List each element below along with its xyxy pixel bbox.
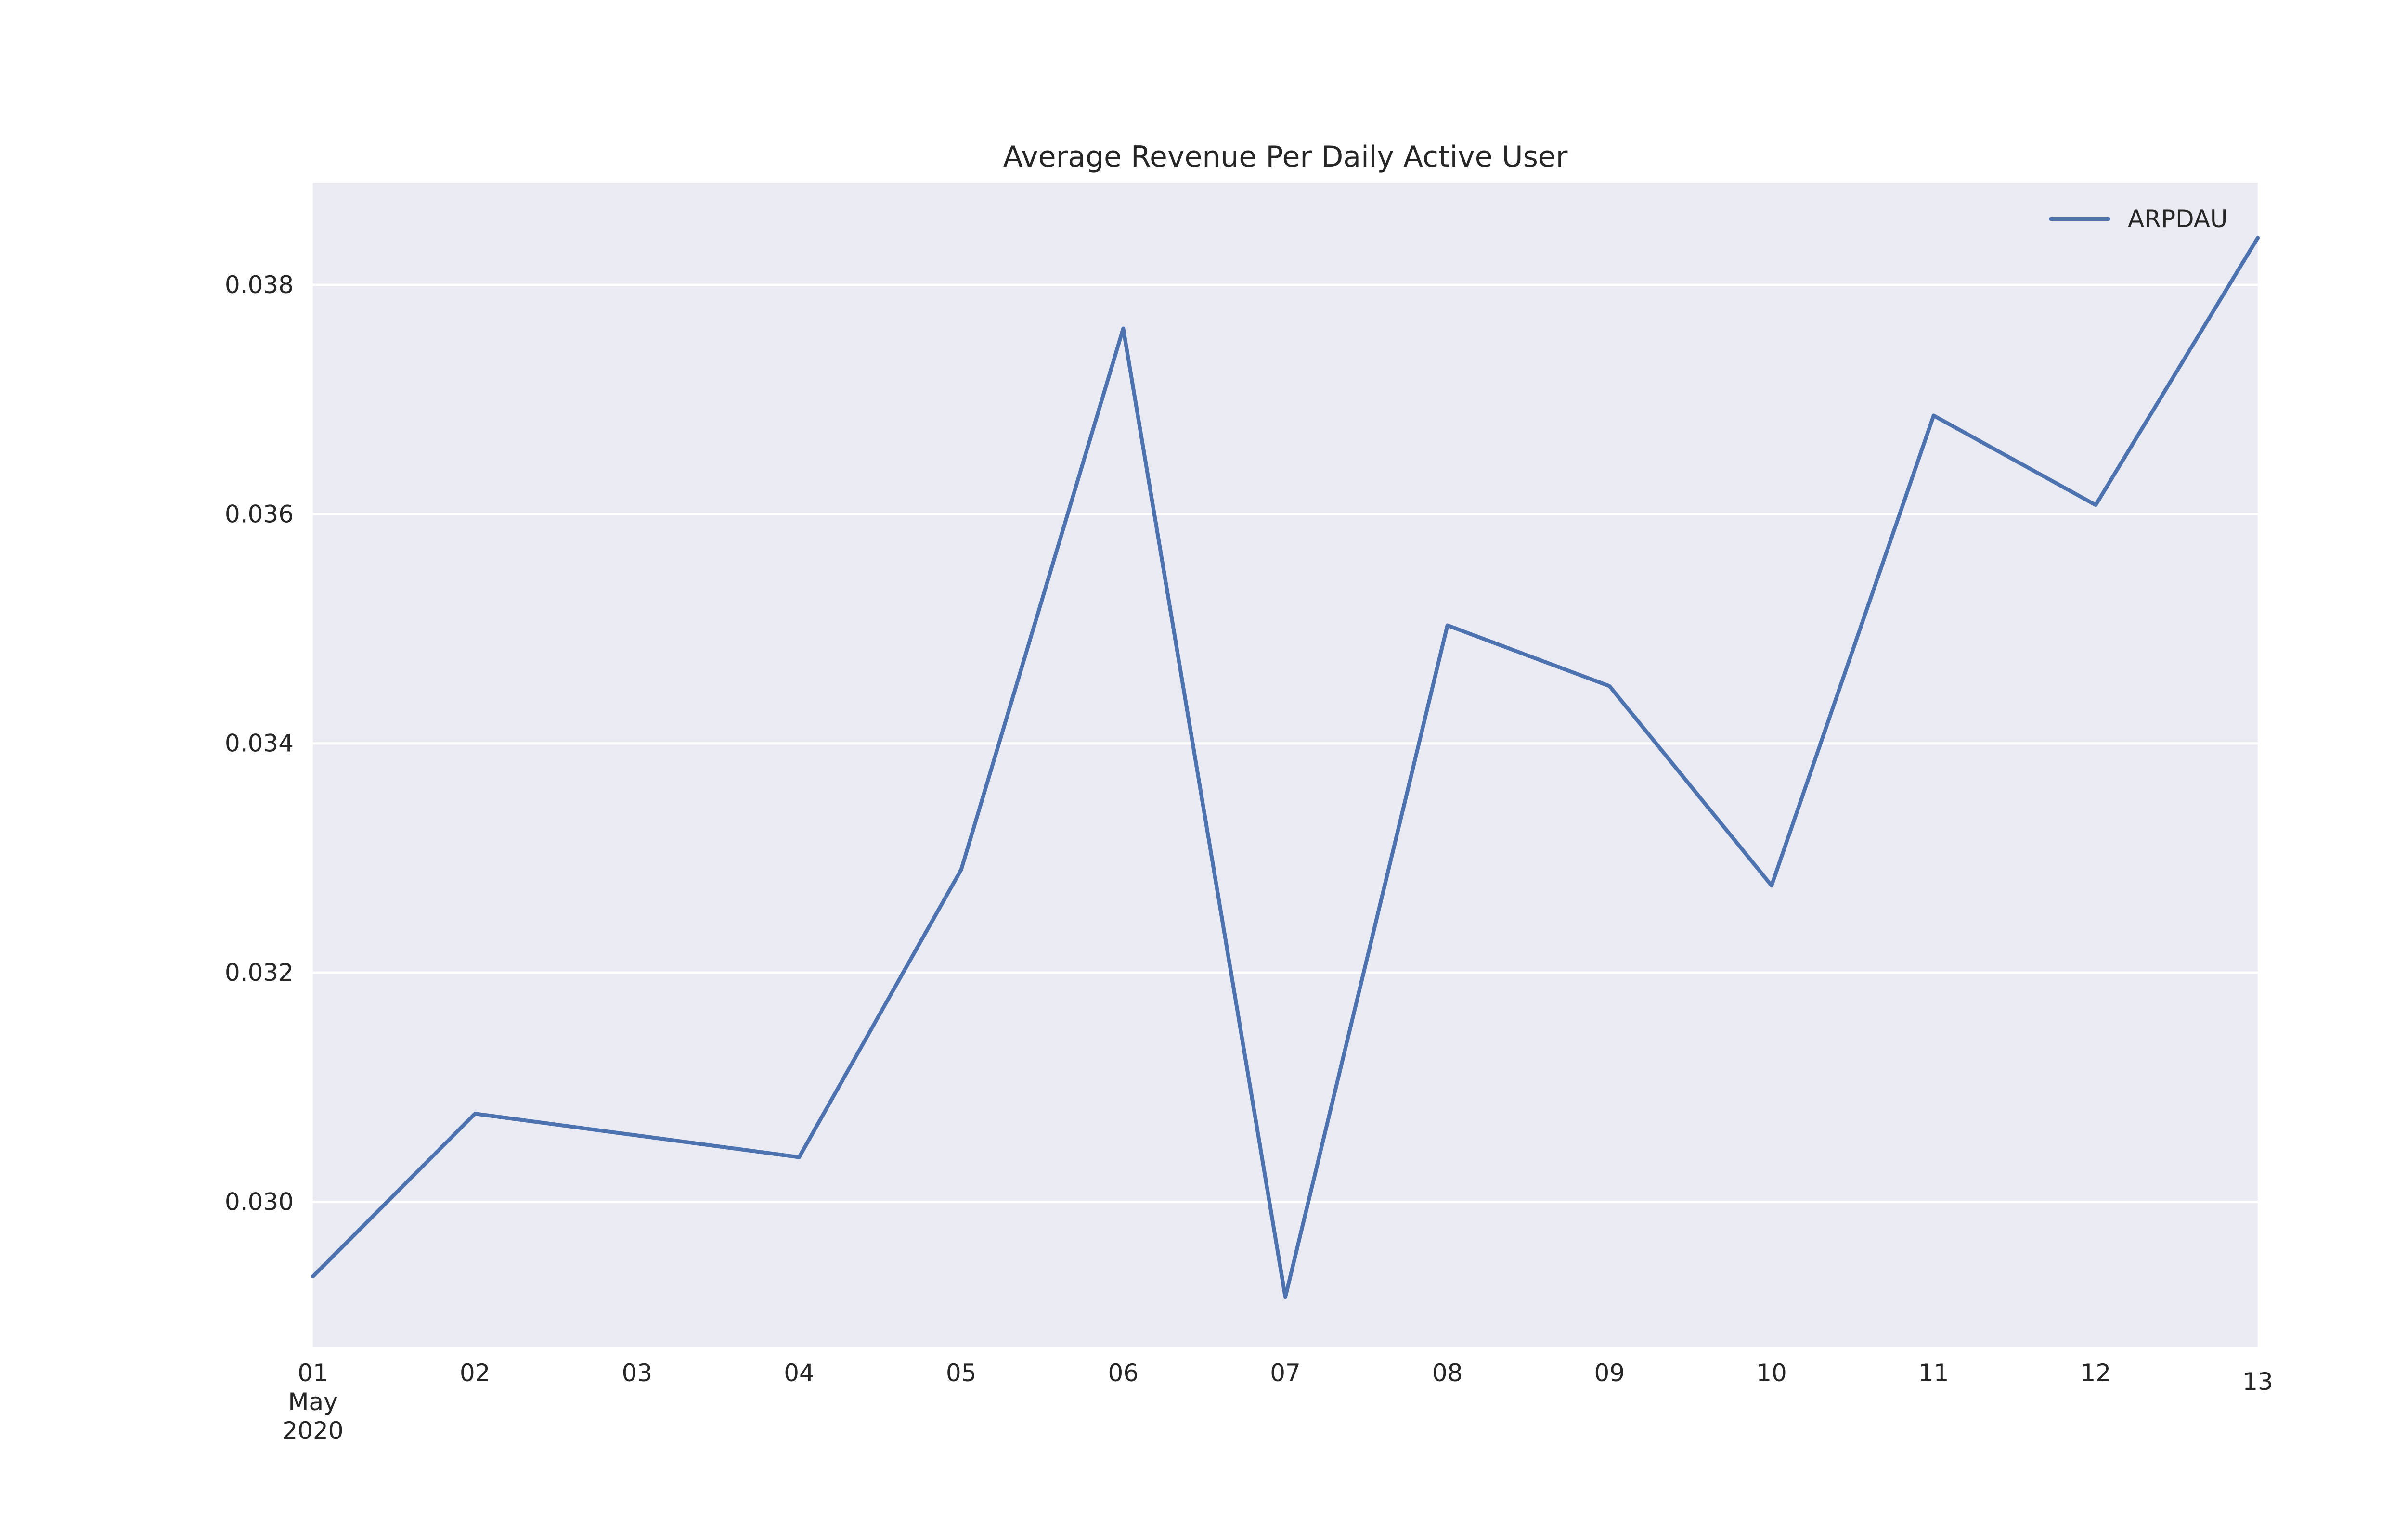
x-tick-label: 12 — [2081, 1359, 2111, 1387]
y-tick-label: 0.032 — [225, 959, 294, 987]
data-point — [475, 1113, 476, 1114]
data-point — [1771, 885, 1772, 886]
x-tick-sublabel: 2020 — [282, 1417, 343, 1445]
data-point — [2095, 504, 2096, 505]
data-point — [1123, 328, 1124, 329]
x-tick-label: 07 — [1270, 1359, 1301, 1387]
x-tick-label: 11 — [1918, 1359, 1949, 1387]
y-tick-label: 0.034 — [225, 730, 294, 757]
x-tick-sublabel: May — [288, 1388, 337, 1416]
data-point — [961, 869, 962, 870]
data-point — [312, 1276, 313, 1277]
plot-area — [313, 183, 2258, 1348]
x-tick-label: 05 — [946, 1359, 977, 1387]
y-tick-label: 0.038 — [225, 271, 294, 299]
y-tick-label: 0.030 — [225, 1188, 294, 1216]
x-tick-label: 04 — [784, 1359, 815, 1387]
x-tick-label: 08 — [1432, 1359, 1463, 1387]
data-point — [1285, 1296, 1286, 1297]
data-point — [799, 1157, 800, 1158]
data-point — [636, 1135, 637, 1136]
x-tick-label: 01 — [298, 1359, 328, 1387]
legend: ARPDAU — [2049, 205, 2228, 233]
series-line-arpdau — [311, 236, 2260, 1299]
x-tick-label: 06 — [1108, 1359, 1139, 1387]
data-point — [1933, 415, 1934, 416]
series-layer — [311, 236, 2260, 1299]
x-tick-label: 10 — [1756, 1359, 1787, 1387]
y-tick-label: 0.036 — [225, 500, 294, 528]
data-point — [2257, 237, 2258, 238]
x-tick-label: 03 — [622, 1359, 653, 1387]
x-tick-label: 09 — [1594, 1359, 1625, 1387]
chart-title: Average Revenue Per Daily Active User — [1003, 140, 1568, 174]
y-axis-tick-labels: 0.030 0.032 0.034 0.036 0.038 — [225, 271, 294, 1216]
data-point — [1447, 625, 1448, 626]
data-point — [1609, 686, 1610, 687]
x-tick-label: 13 — [2242, 1368, 2273, 1396]
gridlines — [313, 283, 2258, 1203]
x-tick-label: 02 — [460, 1359, 491, 1387]
legend-label-arpdau: ARPDAU — [2128, 205, 2228, 233]
